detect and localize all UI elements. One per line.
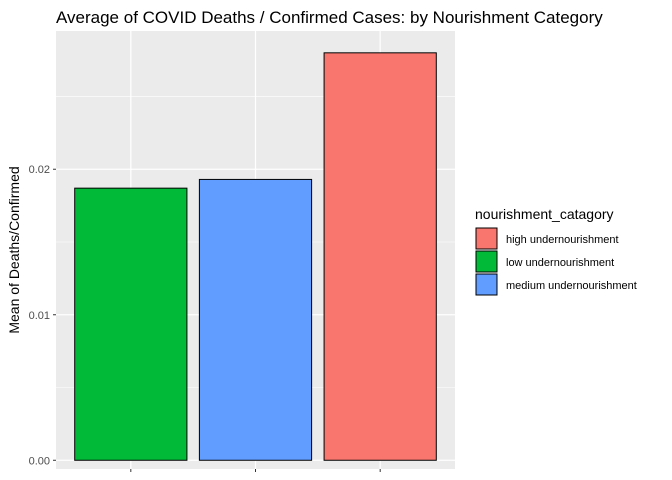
legend-label: low undernourishment xyxy=(506,257,614,269)
legend-label: medium undernourishment xyxy=(506,280,637,292)
bar-medium-undernourishment xyxy=(198,178,313,461)
legend-swatch xyxy=(475,273,498,296)
y-tick-label: 0.02 xyxy=(29,164,50,176)
legend-items: high undernourishment low undernourishmen… xyxy=(475,227,637,296)
legend-swatch xyxy=(475,227,498,250)
legend-swatch xyxy=(475,250,498,273)
bar-low-undernourishment xyxy=(74,187,188,461)
y-tick-label: 0.00 xyxy=(29,455,50,467)
bars xyxy=(74,52,437,461)
legend-label: high undernourishment xyxy=(506,234,619,246)
y-tick-label: 0.01 xyxy=(29,310,50,322)
chart-title: Average of COVID Deaths / Confirmed Case… xyxy=(56,8,603,27)
legend: nourishment_catagory high undernourishme… xyxy=(475,206,637,296)
legend-title: nourishment_catagory xyxy=(475,206,614,222)
y-axis-ticks: 0.00 0.01 0.02 xyxy=(29,164,381,472)
y-axis-label: Mean of Deaths/Confirmed xyxy=(6,166,22,333)
bar-high-undernourishment xyxy=(323,52,437,461)
